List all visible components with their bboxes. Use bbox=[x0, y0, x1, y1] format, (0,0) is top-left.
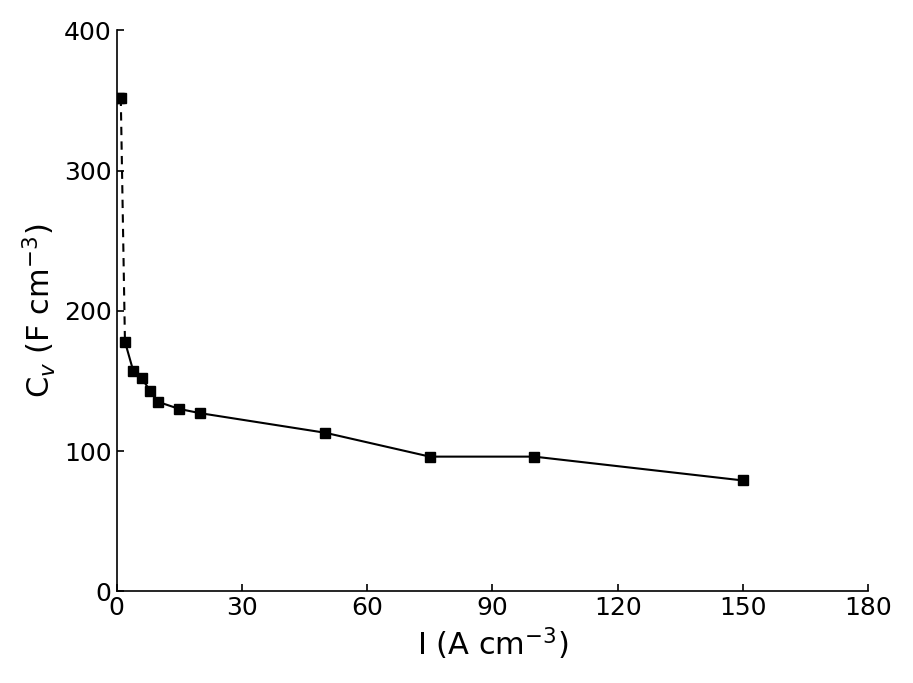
Y-axis label: C$_v$ (F cm$^{-3}$): C$_v$ (F cm$^{-3}$) bbox=[21, 223, 58, 398]
X-axis label: I (A cm$^{-3}$): I (A cm$^{-3}$) bbox=[416, 626, 568, 662]
